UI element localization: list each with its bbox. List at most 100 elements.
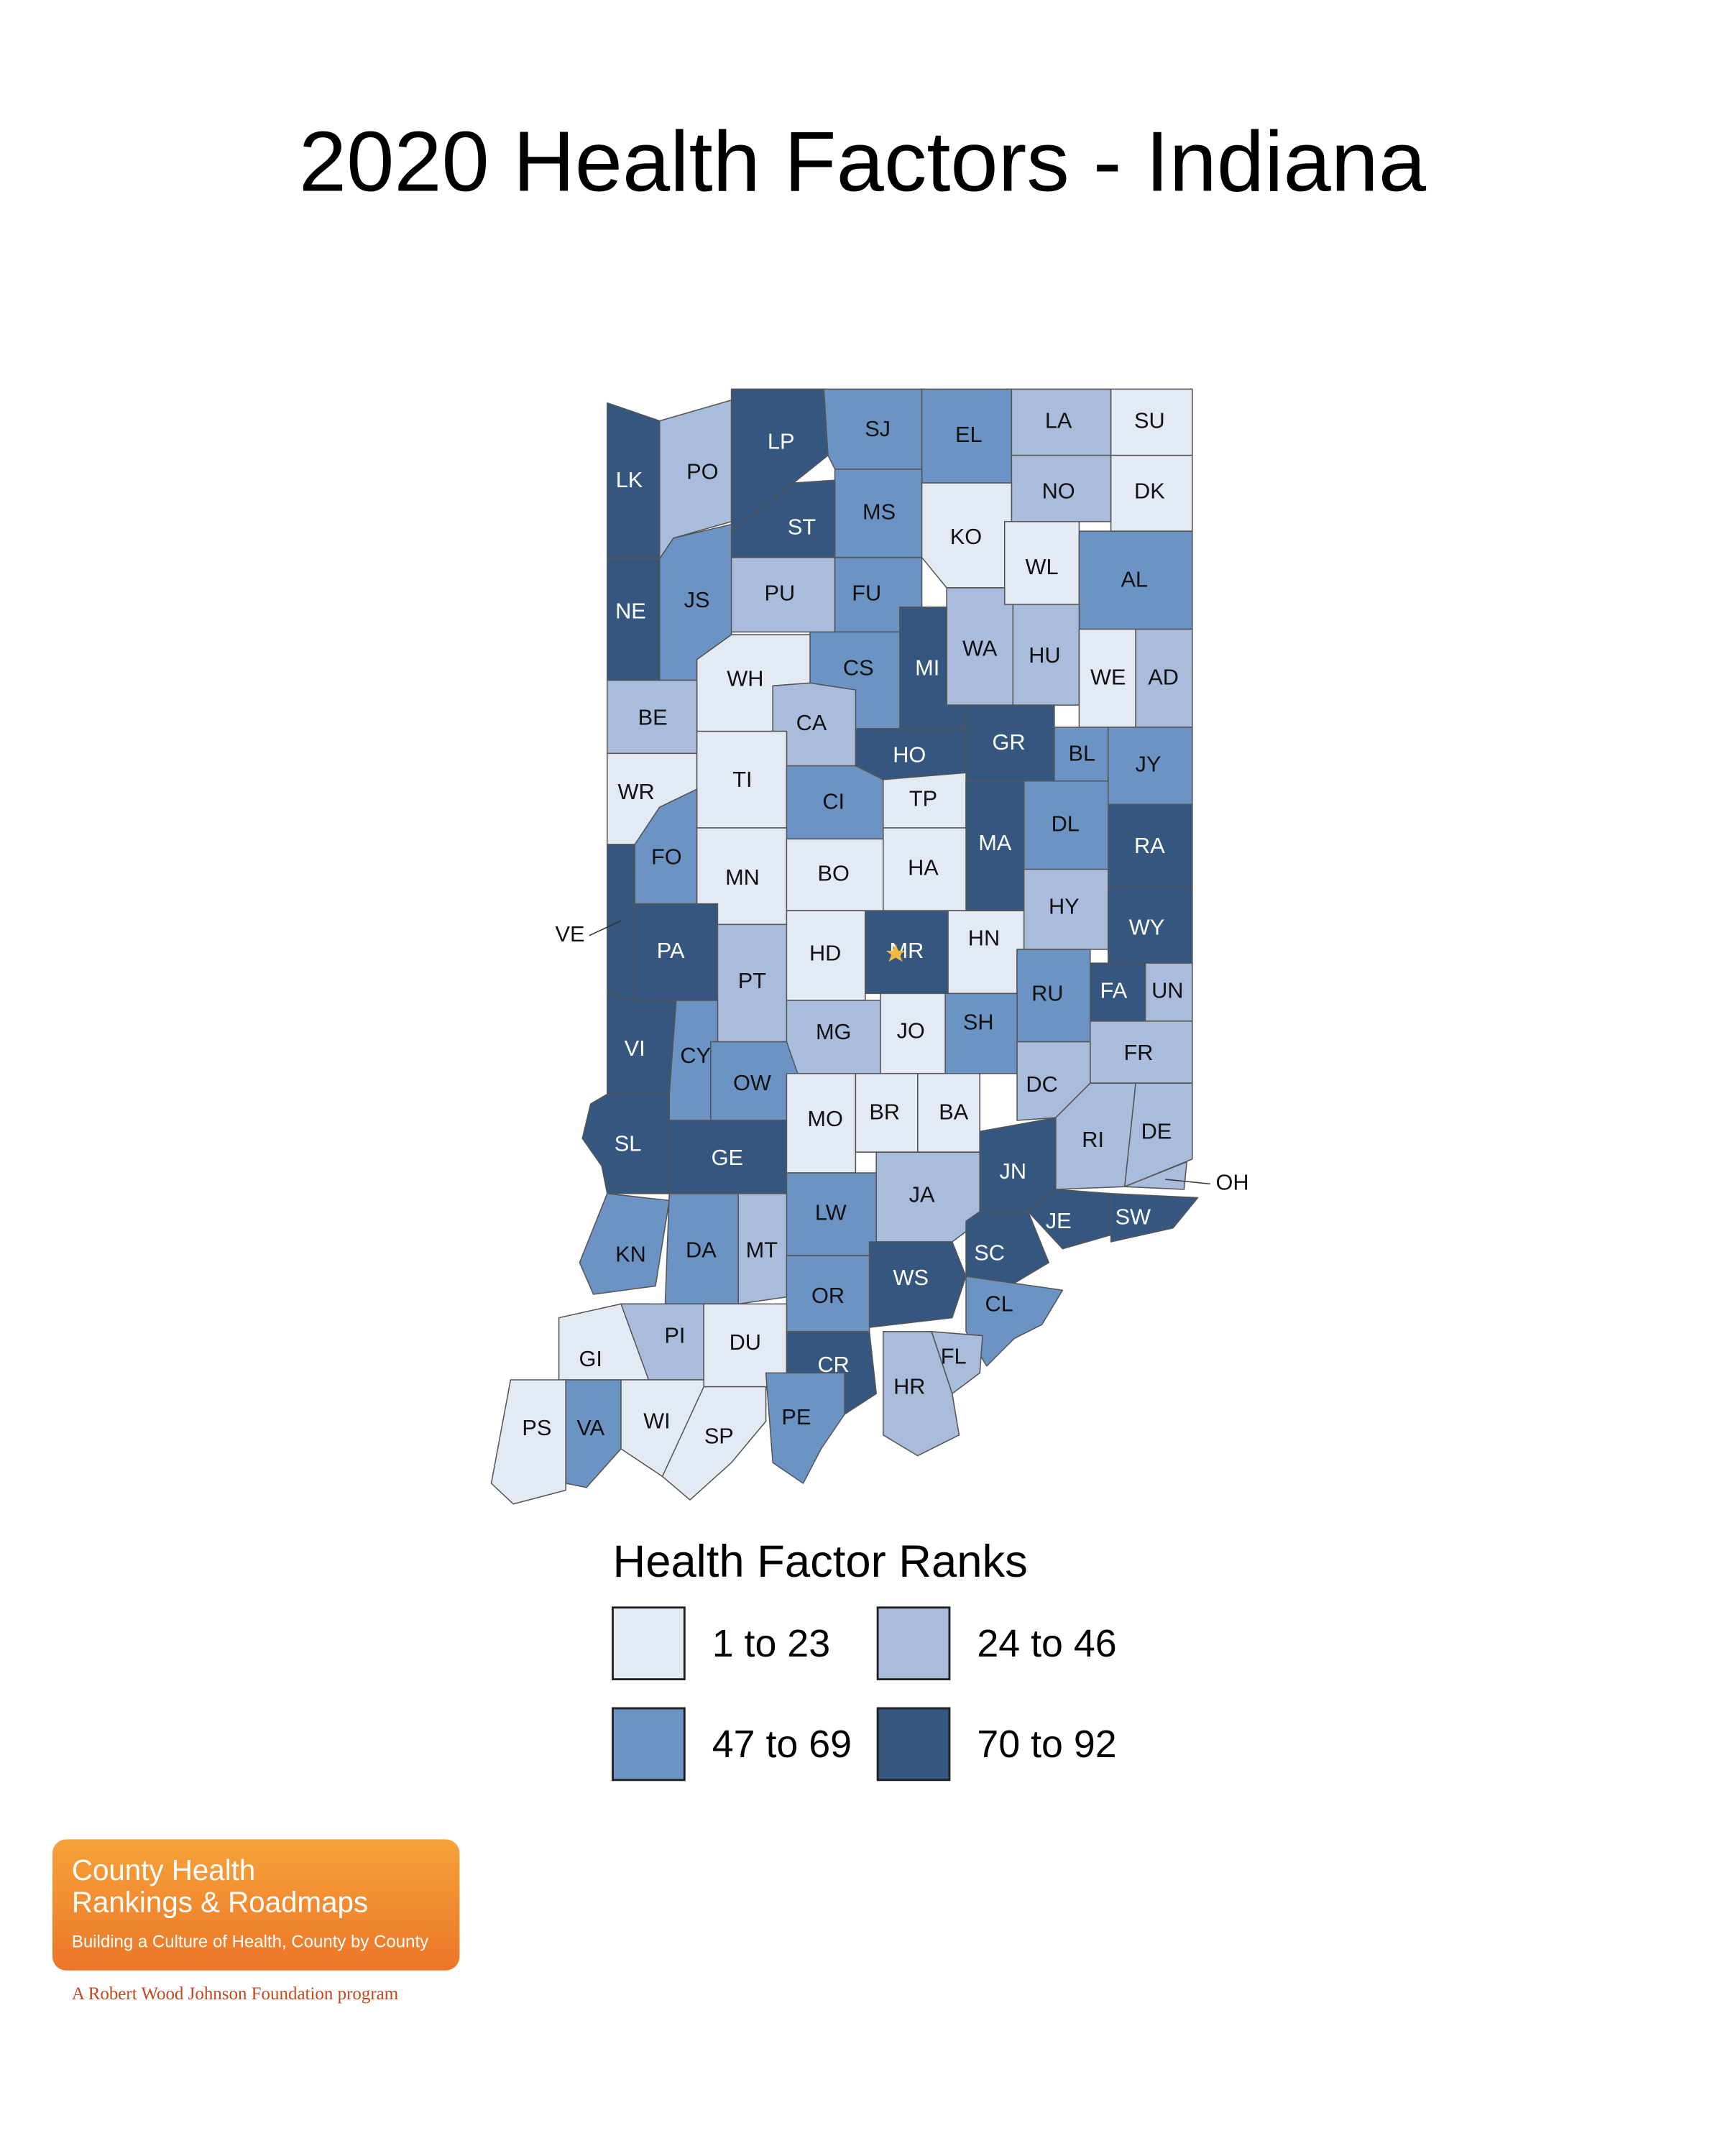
county-label: JY — [1136, 752, 1162, 777]
county-label: JS — [684, 587, 710, 612]
logo-line: Rankings & Roadmaps — [72, 1885, 368, 1918]
county — [1124, 1161, 1187, 1190]
county-label: PI — [664, 1323, 685, 1348]
county — [607, 844, 635, 1001]
county-label: BR — [869, 1100, 900, 1125]
county-label: WY — [1129, 914, 1164, 939]
county-label: VA — [576, 1415, 604, 1440]
county-label: OW — [733, 1070, 771, 1095]
county-label: NO — [1042, 479, 1075, 504]
county — [579, 1193, 670, 1295]
county-label: TI — [732, 767, 752, 792]
county — [1124, 1082, 1193, 1187]
county-label: SC — [974, 1240, 1005, 1265]
county-label: LW — [815, 1200, 847, 1225]
county-label: DK — [1134, 479, 1165, 504]
legend-label: 24 to 46 — [977, 1622, 1116, 1665]
county-label: FU — [852, 581, 881, 606]
county-label: HO — [893, 742, 926, 767]
county — [565, 1379, 622, 1488]
county-label: EL — [955, 422, 983, 447]
capital-star — [886, 944, 906, 962]
county-label: KN — [615, 1241, 646, 1266]
county — [581, 1093, 670, 1194]
legend-swatch — [876, 1606, 951, 1681]
county-label: KO — [950, 524, 982, 549]
county-label: LP — [768, 428, 795, 453]
county-label: SH — [963, 1010, 994, 1035]
county-label: NE — [615, 599, 646, 624]
legend-label: 1 to 23 — [712, 1622, 830, 1665]
legend-label: 70 to 92 — [977, 1723, 1116, 1766]
county-label: DC — [1026, 1072, 1057, 1097]
county — [661, 1386, 767, 1501]
county — [947, 910, 1025, 995]
county-label: FR — [1124, 1040, 1154, 1065]
county-label: JE — [1046, 1208, 1072, 1233]
legend: 1 to 23 24 to 46 47 to 69 70 to 92 — [612, 1606, 1117, 1782]
county — [658, 400, 732, 560]
county-label: AL — [1121, 566, 1148, 591]
county-label: WR — [618, 779, 655, 804]
county-label: TP — [909, 786, 937, 811]
county-label: PU — [764, 581, 795, 606]
county-label: LA — [1045, 408, 1072, 433]
county — [730, 388, 829, 532]
county-label: SP — [704, 1424, 734, 1449]
county — [765, 1372, 845, 1484]
legend-swatch — [876, 1707, 951, 1782]
logo-tagline: Building a Culture of Health, County by … — [72, 1932, 428, 1952]
county-label: BA — [939, 1100, 968, 1125]
county-label: RI — [1082, 1127, 1104, 1152]
county-label: WA — [962, 635, 998, 660]
county-label: FL — [941, 1343, 967, 1368]
logo-footer: A Robert Wood Johnson Foundation program — [72, 1984, 399, 2004]
county-label: PT — [738, 968, 766, 993]
county-label: WI — [643, 1409, 671, 1434]
county-label: DU — [730, 1330, 761, 1355]
county-label: BE — [638, 704, 668, 729]
county-label: PS — [522, 1415, 551, 1440]
county-label: PE — [781, 1404, 811, 1429]
county-label: CI — [822, 789, 845, 814]
county-label: HU — [1029, 642, 1060, 668]
county-label: VI — [625, 1036, 645, 1061]
county-label: MG — [816, 1019, 851, 1044]
county-label: HD — [809, 941, 841, 966]
county-label: CY — [680, 1043, 711, 1068]
county — [1110, 1193, 1199, 1243]
county-label: VE — [555, 921, 584, 946]
county-label: WH — [727, 666, 763, 691]
title: 2020 Health Factors - Indiana — [299, 114, 1427, 210]
county-map: LK PO LP SJ EL LA SU NO DK ST MS KO WL AL NE JS PU FU WA HU… — [490, 388, 1249, 1505]
county-label: AD — [1148, 665, 1179, 690]
county-label: WS — [893, 1265, 928, 1290]
logo-box — [52, 1839, 460, 1971]
county-label: SJ — [865, 416, 891, 441]
county-label: ST — [788, 514, 816, 539]
county-label: RU — [1031, 980, 1063, 1005]
county-label: FA — [1100, 978, 1128, 1003]
county — [490, 1379, 566, 1505]
county-label: GE — [712, 1145, 743, 1170]
county-label: HR — [893, 1374, 925, 1399]
county-label: DE — [1141, 1118, 1172, 1143]
county-label: WL — [1026, 554, 1059, 579]
county-label: FO — [651, 844, 682, 869]
county-label: SW — [1116, 1204, 1151, 1229]
county-label: HY — [1049, 893, 1080, 918]
county-label: CA — [796, 710, 827, 735]
county-label: GR — [992, 729, 1025, 755]
county-label: BL — [1068, 740, 1095, 765]
county-label: MI — [915, 655, 939, 680]
legend-label: 47 to 69 — [712, 1723, 852, 1766]
county-label: DA — [686, 1238, 717, 1263]
county-label: HN — [968, 926, 1000, 951]
county-label: DL — [1052, 811, 1080, 836]
county-label: GI — [579, 1346, 602, 1371]
county-label: SL — [615, 1131, 642, 1156]
county-label: JA — [909, 1182, 935, 1207]
legend-title: Health Factor Ranks — [612, 1537, 1027, 1587]
logo-line: County Health — [72, 1853, 255, 1886]
